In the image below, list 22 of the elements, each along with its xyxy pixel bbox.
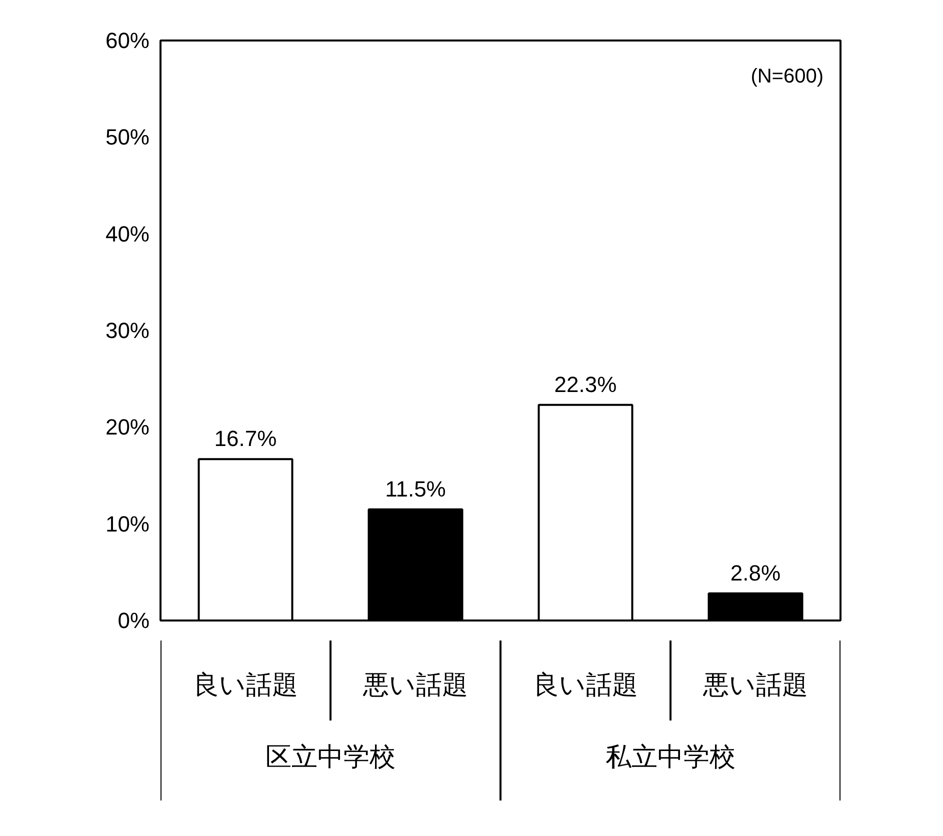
- x-tick-label: 良い話題: [193, 670, 298, 700]
- data-label: 16.7%: [214, 426, 277, 452]
- x-tick-label: 悪い話題: [362, 670, 468, 700]
- y-tick-label: 0%: [118, 608, 150, 633]
- bar: [538, 404, 634, 620]
- y-tick-label: 20%: [105, 414, 150, 440]
- y-tick-label: 40%: [105, 221, 150, 246]
- x-tick-label: 悪い話題: [702, 670, 808, 700]
- bar: [198, 458, 294, 620]
- data-label: 11.5%: [385, 476, 446, 502]
- y-tick-label: 50%: [105, 124, 150, 150]
- x-tick-label: 良い話題: [533, 670, 638, 700]
- y-tick-label: 30%: [105, 318, 150, 343]
- text: 区立中学校: [266, 742, 396, 772]
- bar: [368, 508, 464, 620]
- y-tick-label: 60%: [105, 28, 150, 53]
- data-label: 22.3%: [554, 372, 617, 397]
- bar: [708, 592, 804, 620]
- data-label: 2.8%: [730, 560, 781, 586]
- y-tick-label: 10%: [105, 511, 150, 536]
- text: 私立中学校: [606, 742, 736, 772]
- annotation: (N=600): [750, 66, 824, 88]
